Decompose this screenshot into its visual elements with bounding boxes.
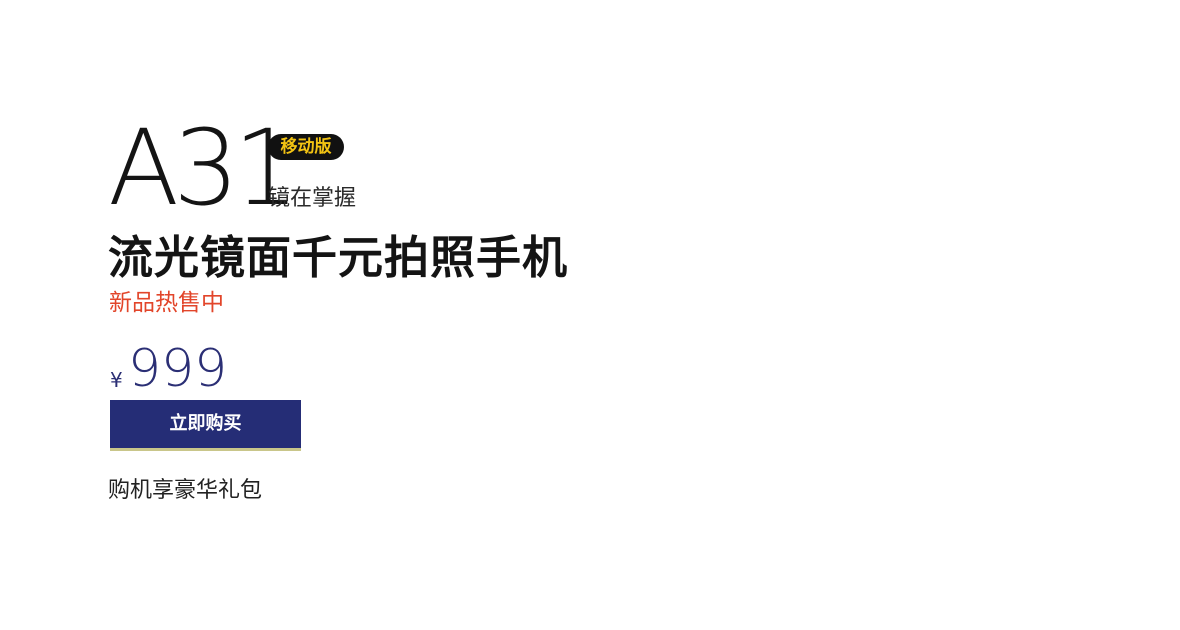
gift-note: 购机享豪华礼包 xyxy=(108,478,263,503)
product-headline: 流光镜面千元拍照手机 xyxy=(108,231,569,284)
hot-sale-label: 新品热售中 xyxy=(109,290,224,316)
currency-symbol: ¥ xyxy=(110,368,123,392)
price-value: 999 xyxy=(128,339,228,399)
buy-now-button[interactable]: 立即购买 xyxy=(110,400,301,448)
model-name: A31 xyxy=(108,107,300,229)
model-tagline: 镜在掌握 xyxy=(268,186,357,211)
edition-badge: 移动版 xyxy=(268,134,344,160)
